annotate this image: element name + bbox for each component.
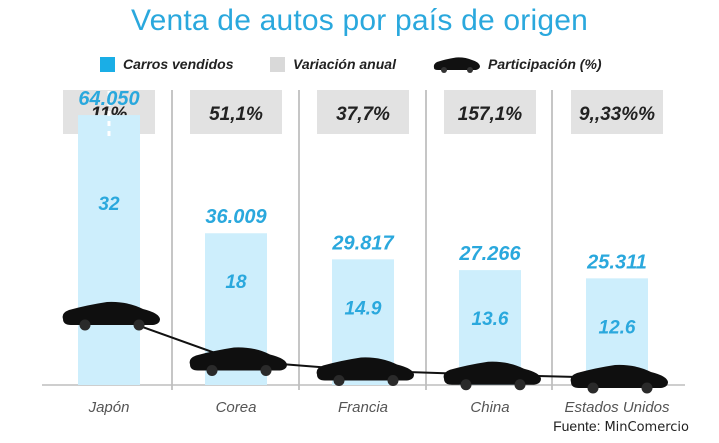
sold-label-francia: 29.817: [331, 232, 394, 254]
source-value: MinComercio: [604, 420, 689, 435]
car-wheel-rear-estados-unidos: [641, 382, 653, 394]
variation-box-estados-unidos: [571, 90, 663, 134]
variation-label-estados-unidos: 9,,33%%: [579, 104, 655, 125]
legend-item-variacion: Variación anual: [270, 54, 396, 74]
category-label-francia: Francia: [338, 399, 388, 416]
car-wheel-rear-china: [514, 379, 526, 391]
source-label: Fuente:: [553, 418, 601, 434]
legend-label-variacion: Variación anual: [293, 56, 396, 72]
car-wheel-front-estados-unidos: [587, 382, 599, 394]
participation-label-francia: 14.9: [345, 298, 382, 319]
chart-title: Venta de autos por país de origen: [131, 4, 588, 37]
sold-label-corea: 36.009: [205, 206, 267, 228]
car-icon-corea: [189, 347, 287, 371]
legend-item-carros: Carros vendidos: [100, 54, 233, 74]
car-wheel-rear-corea: [260, 364, 272, 376]
car-icon-china: [443, 361, 541, 385]
category-label-estados-unidos: Estados Unidos: [564, 399, 670, 416]
legend-swatch-carros: [100, 56, 115, 72]
legend-car-icon: [433, 57, 480, 73]
sold-label-estados-unidos: 25.311: [586, 251, 647, 273]
legend-item-participacion: Participación (%): [432, 54, 602, 74]
car-wheel-front-corea: [206, 364, 218, 376]
variation-box-china: [444, 90, 536, 134]
category-label-japon: Japón: [88, 399, 130, 416]
car-icon-japon: [62, 301, 160, 325]
legend: Carros vendidos Variación anual Particip…: [0, 54, 719, 74]
sold-label-japon: 64.050: [78, 88, 139, 110]
car-wheel-front-japon: [79, 319, 91, 331]
variation-label-corea: 51,1%: [209, 104, 263, 125]
variation-box-francia: [317, 90, 409, 134]
participation-label-estados-unidos: 12.6: [599, 317, 636, 338]
car-wheel-rear-japon: [133, 319, 145, 331]
sold-label-china: 27.266: [458, 243, 521, 265]
legend-swatch-variacion: [270, 56, 285, 72]
car-wheel-rear-francia: [387, 375, 399, 387]
category-label-china: China: [470, 399, 509, 416]
car-icon-francia: [316, 357, 414, 381]
car-icon-estados-unidos: [570, 364, 668, 388]
legend-label-carros: Carros vendidos: [123, 56, 234, 72]
variation-label-francia: 37,7%: [336, 104, 390, 125]
category-label-corea: Corea: [216, 399, 257, 416]
variation-label-china: 157,1%: [458, 104, 523, 125]
participation-label-corea: 18: [225, 272, 247, 293]
source-note: Fuente: MinComercio: [553, 418, 689, 435]
bar-japon: [78, 115, 140, 385]
car-wheel-front-china: [460, 379, 472, 391]
participation-label-china: 13.6: [472, 309, 509, 330]
car-wheel-front-francia: [333, 375, 345, 387]
legend-label-participacion: Participación (%): [488, 56, 602, 72]
variation-box-corea: [190, 90, 282, 134]
participation-label-japon: 32: [98, 194, 120, 215]
